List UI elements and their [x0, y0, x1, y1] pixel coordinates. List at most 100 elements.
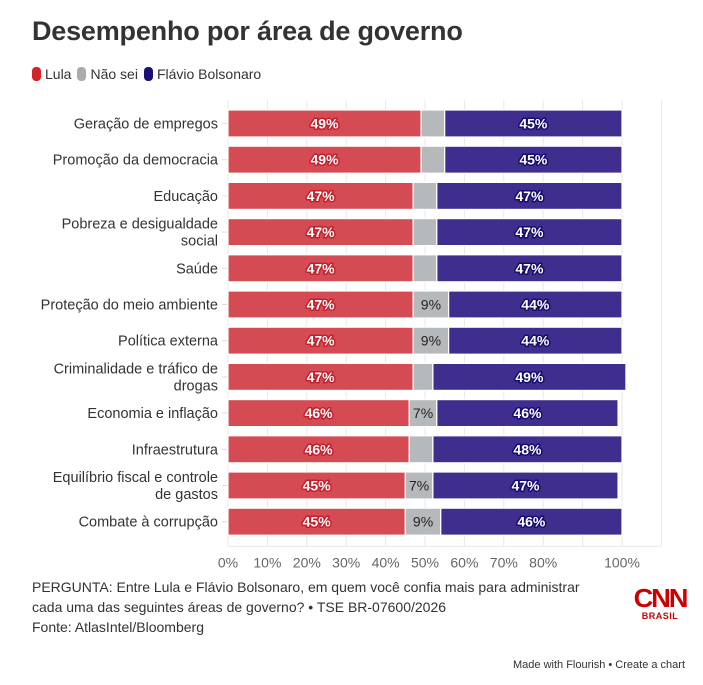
data-label-nao-sei: 7% [409, 478, 429, 494]
data-label-flavio: 46% [513, 405, 542, 421]
x-tick-label: 80% [529, 554, 557, 570]
bar-flavio [436, 181, 623, 211]
bar-nao-sei [412, 254, 438, 283]
category-label: Criminalidade e tráfico de [54, 361, 218, 377]
bar-lula [227, 399, 410, 428]
x-tick-label: 30% [332, 554, 360, 570]
data-label-lula: 45% [303, 514, 332, 530]
question-line-2: cada uma das seguintes áreas de governo?… [32, 599, 447, 615]
category-labels: Geração de empregos Promoção da democraci… [41, 117, 228, 531]
bar-nao-sei [408, 399, 438, 428]
legend-item-flavio[interactable]: Flávio Bolsonaro [143, 66, 262, 82]
bar-nao-sei [420, 109, 446, 138]
x-tick-label: 40% [372, 554, 400, 570]
category-label: Promoção da democracia [53, 153, 219, 169]
category-label: Proteção do meio ambiente [41, 298, 218, 314]
data-label-flavio: 47% [515, 260, 544, 276]
bar-nao-sei [412, 217, 438, 247]
category-label: drogas [174, 378, 218, 394]
data-label-lula: 46% [305, 441, 334, 457]
data-label-flavio: 47% [511, 478, 540, 494]
bar-nao-sei [412, 181, 438, 211]
category-label: de gastos [155, 487, 218, 503]
x-tick-label: 60% [450, 554, 478, 570]
x-tick-label: 0% [218, 554, 238, 570]
bar-lula [227, 471, 406, 500]
logo-cnn-text: CNN [633, 583, 689, 613]
cnn-brasil-logo: CNN BRASIL [633, 583, 689, 623]
bar-lula [227, 362, 414, 391]
data-label-flavio: 45% [519, 152, 548, 168]
chart-title: Desempenho por área de governo [32, 16, 463, 46]
question-line-1: PERGUNTA: Entre Lula e Flávio Bolsonaro,… [32, 579, 580, 595]
bar-lula [227, 109, 422, 138]
data-label-flavio: 48% [513, 441, 542, 457]
bar-flavio [432, 471, 619, 500]
made-with-flourish-link[interactable]: Made with Flourish [513, 659, 606, 671]
bar-nao-sei [408, 435, 434, 464]
data-label-nao-sei: 9% [413, 514, 433, 530]
data-label-lula: 49% [311, 116, 340, 132]
bar-flavio [444, 145, 623, 174]
stacked-bar-chart: Geração de empregos Promoção da democraci… [41, 100, 662, 570]
bar-flavio [432, 435, 623, 464]
credit-separator: • [605, 659, 616, 671]
bar-flavio [448, 326, 623, 355]
legend-label-nao-sei: Não sei [90, 66, 138, 82]
x-tick-label: 50% [411, 554, 439, 570]
data-label-flavio: 47% [515, 224, 544, 240]
data-label-lula: 46% [305, 405, 334, 421]
bar-nao-sei [420, 145, 446, 174]
bar-flavio [436, 217, 623, 247]
bars: 49% 45% 49% 45% 47% 47% 47% 47% 47% 47% 47% 9% 44% 47… [227, 109, 627, 536]
category-label: Economia e inflação [87, 406, 218, 422]
bar-lula [227, 254, 414, 283]
category-label: Pobreza e desigualdade [62, 217, 218, 233]
data-label-nao-sei: 7% [413, 405, 433, 421]
data-label-flavio: 49% [515, 369, 544, 385]
legend-item-nao-sei[interactable]: Não sei [77, 66, 138, 82]
category-label: Combate à corrupção [79, 515, 218, 531]
category-label: Geração de empregos [74, 117, 218, 133]
data-label-lula: 45% [303, 478, 332, 494]
data-label-nao-sei: 9% [421, 297, 441, 313]
legend-swatch-flavio [143, 67, 153, 81]
bar-nao-sei [412, 362, 434, 391]
bar-flavio [436, 399, 619, 428]
x-tick-label: 100% [604, 554, 640, 570]
data-label-lula: 47% [307, 297, 336, 313]
x-axis: 0% 10% 20% 30% 40% 50% 60% 70% 80% 100% [218, 545, 662, 570]
legend-swatch-nao-sei [77, 67, 87, 81]
category-label: Equilíbrio fiscal e controle [53, 470, 218, 486]
bar-lula [227, 290, 414, 319]
data-label-flavio: 44% [521, 297, 550, 313]
category-label: Saúde [176, 261, 218, 277]
bar-nao-sei [412, 290, 450, 319]
category-label: Educação [154, 189, 219, 205]
x-tick-label: 20% [293, 554, 321, 570]
legend-item-lula[interactable]: Lula [32, 66, 71, 82]
data-label-lula: 47% [307, 333, 336, 349]
data-label-lula: 47% [307, 260, 336, 276]
legend-label-lula: Lula [45, 66, 72, 82]
bar-flavio [448, 290, 623, 319]
create-chart-link[interactable]: Create a chart [615, 659, 685, 671]
category-label: social [181, 234, 218, 250]
legend-label-flavio: Flávio Bolsonaro [156, 66, 262, 82]
bar-lula [227, 435, 410, 464]
logo-brasil-text: BRASIL [641, 611, 679, 621]
bar-flavio [436, 254, 623, 283]
bar-lula [227, 145, 422, 174]
bar-flavio [432, 362, 627, 391]
bar-lula [227, 326, 414, 355]
data-label-nao-sei: 9% [421, 333, 441, 349]
x-tick-label: 10% [253, 554, 281, 570]
data-label-lula: 47% [307, 224, 336, 240]
data-label-flavio: 47% [515, 188, 544, 204]
bar-nao-sei [404, 507, 442, 536]
data-label-lula: 47% [307, 188, 336, 204]
bar-flavio [440, 507, 623, 536]
bar-lula [227, 507, 406, 536]
source-text: Fonte: AtlasIntel/Bloomberg [32, 619, 204, 635]
footer-notes: PERGUNTA: Entre Lula e Flávio Bolsonaro,… [32, 577, 622, 637]
